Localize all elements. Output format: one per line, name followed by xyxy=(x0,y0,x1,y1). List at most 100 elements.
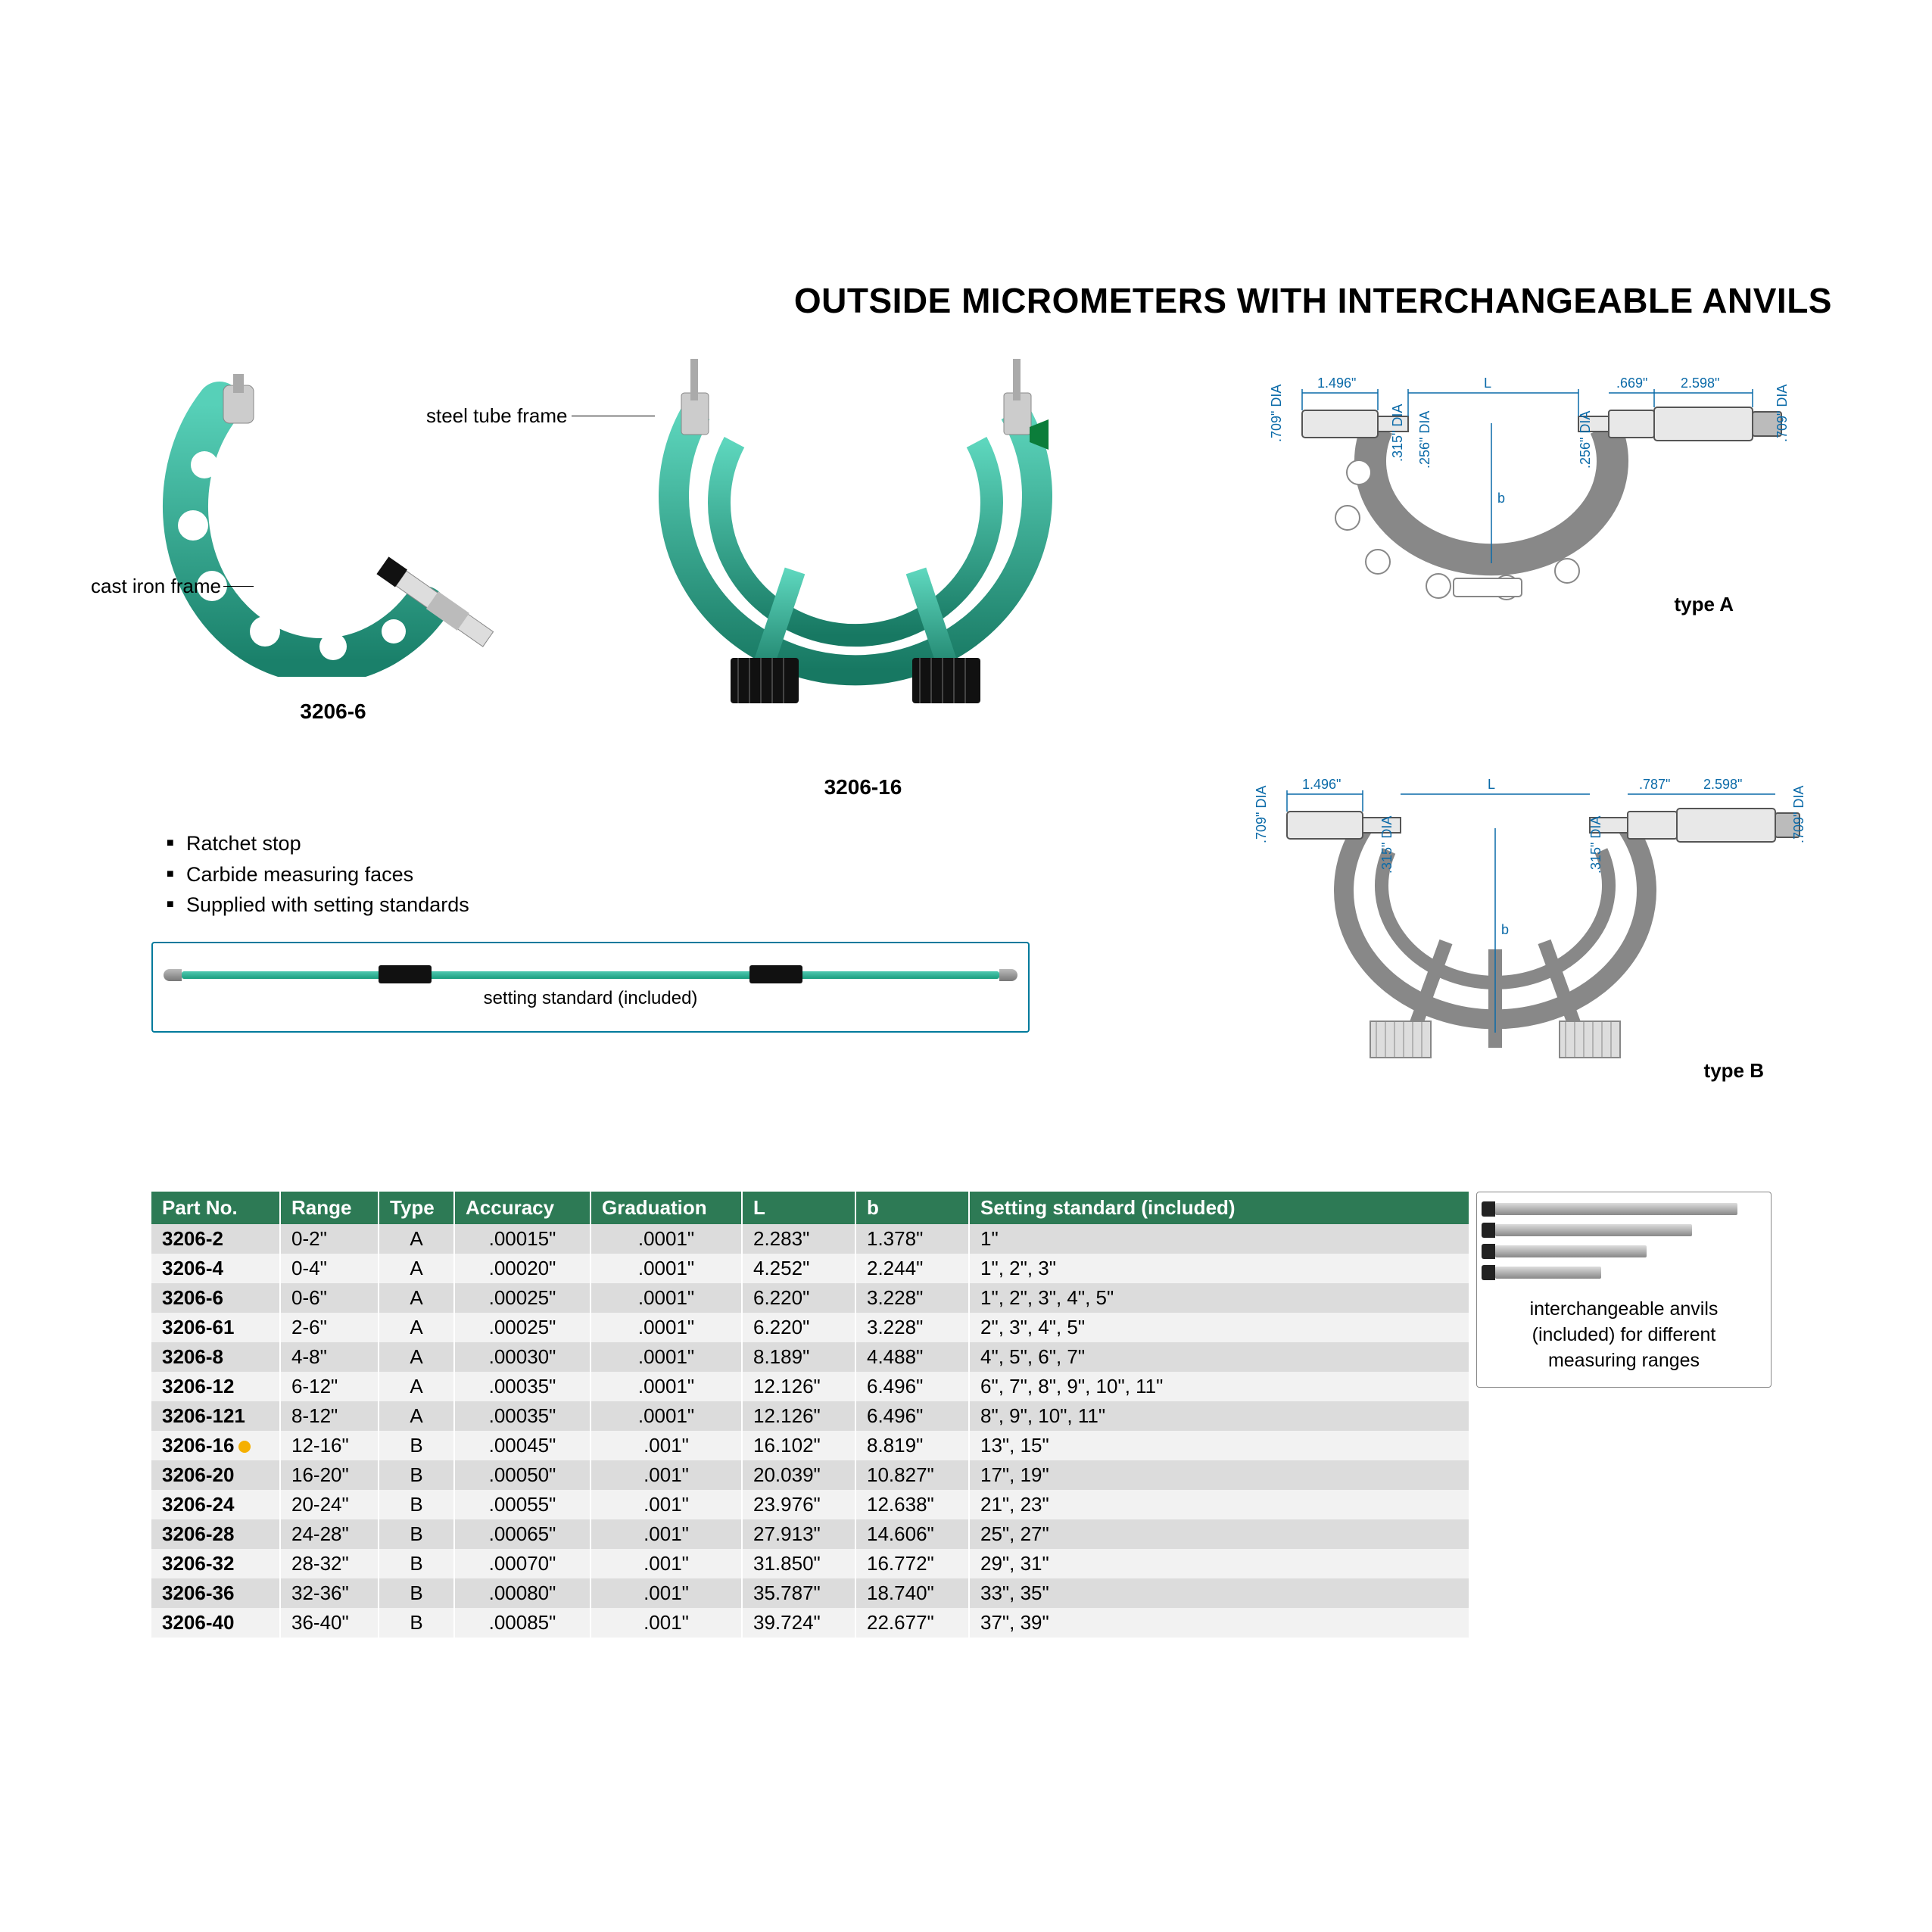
table-cell: 14.606" xyxy=(855,1519,969,1549)
table-row: 3206-2016-20"B.00050".001"20.039"10.827"… xyxy=(151,1460,1469,1490)
table-cell: 16.102" xyxy=(742,1431,855,1460)
table-cell: 24-28" xyxy=(280,1519,379,1549)
table-cell: 2.244" xyxy=(855,1254,969,1283)
table-cell: 13", 15" xyxy=(969,1431,1469,1460)
table-header: b xyxy=(855,1192,969,1224)
table-cell: .00055" xyxy=(454,1490,591,1519)
anvil-rod xyxy=(1495,1203,1737,1215)
table-cell: 1" xyxy=(969,1224,1469,1254)
table-cell: 10.827" xyxy=(855,1460,969,1490)
table-cell: 12.126" xyxy=(742,1401,855,1431)
svg-text:2.598": 2.598" xyxy=(1703,777,1742,792)
table-cell: A xyxy=(379,1254,454,1283)
table-header: Graduation xyxy=(591,1192,742,1224)
table-cell: 6-12" xyxy=(280,1372,379,1401)
table-row: 3206-60-6"A.00025".0001"6.220"3.228"1", … xyxy=(151,1283,1469,1313)
svg-text:.669": .669" xyxy=(1616,375,1647,391)
table-cell: .0001" xyxy=(591,1342,742,1372)
anvils-caption: interchangeable anvils (included) for di… xyxy=(1488,1297,1760,1373)
table-header: Accuracy xyxy=(454,1192,591,1224)
table-cell: B xyxy=(379,1608,454,1638)
table-cell: .0001" xyxy=(591,1254,742,1283)
svg-text:b: b xyxy=(1501,922,1509,937)
table-cell: 17", 19" xyxy=(969,1460,1469,1490)
table-cell: 25", 27" xyxy=(969,1519,1469,1549)
table-cell: 35.787" xyxy=(742,1578,855,1608)
table-cell: 23.976" xyxy=(742,1490,855,1519)
table-cell: A xyxy=(379,1342,454,1372)
table-cell: 3.228" xyxy=(855,1313,969,1342)
anvil-rod xyxy=(1495,1224,1692,1236)
diagram-type-b: 1.496" L .787" 2.598" .709" DIA .315" DI… xyxy=(1219,760,1809,1078)
feature-item: Carbide measuring faces xyxy=(167,859,469,890)
label-type-b: type B xyxy=(1704,1059,1764,1083)
product-illustration-3206-16 xyxy=(583,351,1128,745)
table-cell: 1", 2", 3" xyxy=(969,1254,1469,1283)
svg-text:.315" DIA: .315" DIA xyxy=(1588,816,1603,874)
table-cell: .0001" xyxy=(591,1313,742,1342)
table-cell: 6.496" xyxy=(855,1401,969,1431)
table-cell: .00015" xyxy=(454,1224,591,1254)
table-cell: 12.126" xyxy=(742,1372,855,1401)
table-row: 3206-84-8"A.00030".0001"8.189"4.488"4", … xyxy=(151,1342,1469,1372)
table-cell: 3206-121 xyxy=(151,1401,280,1431)
table-cell: 3206-61 xyxy=(151,1313,280,1342)
setting-standard-bar xyxy=(182,971,999,979)
table-cell: .001" xyxy=(591,1578,742,1608)
table-row: 3206-20-2"A.00015".0001"2.283"1.378"1" xyxy=(151,1224,1469,1254)
table-header: Part No. xyxy=(151,1192,280,1224)
table-cell: 3206-6 xyxy=(151,1283,280,1313)
table-cell: .00080" xyxy=(454,1578,591,1608)
svg-text:.709" DIA: .709" DIA xyxy=(1791,786,1806,843)
table-cell: 20.039" xyxy=(742,1460,855,1490)
table-cell: 3206-4 xyxy=(151,1254,280,1283)
svg-text:.315" DIA: .315" DIA xyxy=(1379,816,1394,874)
setting-standard-box: setting standard (included) xyxy=(151,942,1030,1033)
table-cell: .0001" xyxy=(591,1401,742,1431)
table-cell: 16-20" xyxy=(280,1460,379,1490)
table-cell: .001" xyxy=(591,1460,742,1490)
table-cell: 22.677" xyxy=(855,1608,969,1638)
table-cell: .0001" xyxy=(591,1224,742,1254)
table-cell: 0-2" xyxy=(280,1224,379,1254)
table-cell: 31.850" xyxy=(742,1549,855,1578)
svg-text:.709" DIA: .709" DIA xyxy=(1254,786,1269,843)
feature-item: Ratchet stop xyxy=(167,828,469,859)
table-cell: B xyxy=(379,1578,454,1608)
table-header: Range xyxy=(280,1192,379,1224)
table-row: 3206-612-6"A.00025".0001"6.220"3.228"2",… xyxy=(151,1313,1469,1342)
table-cell: 6.496" xyxy=(855,1372,969,1401)
label-3206-6: 3206-6 xyxy=(235,700,432,724)
table-cell: 0-4" xyxy=(280,1254,379,1283)
label-3206-16: 3206-16 xyxy=(787,775,939,799)
table-cell: 8", 9", 10", 11" xyxy=(969,1401,1469,1431)
table-row: 3206-3632-36"B.00080".001"35.787"18.740"… xyxy=(151,1578,1469,1608)
table-cell: 1", 2", 3", 4", 5" xyxy=(969,1283,1469,1313)
table-cell: 12-16" xyxy=(280,1431,379,1460)
svg-text:1.496": 1.496" xyxy=(1317,375,1356,391)
svg-text:.709" DIA: .709" DIA xyxy=(1269,385,1284,442)
label-type-a: type A xyxy=(1675,593,1734,616)
table-row: 3206-3228-32"B.00070".001"31.850"16.772"… xyxy=(151,1549,1469,1578)
table-cell: 2", 3", 4", 5" xyxy=(969,1313,1469,1342)
table-cell: A xyxy=(379,1283,454,1313)
table-header: Type xyxy=(379,1192,454,1224)
table-cell: 4-8" xyxy=(280,1342,379,1372)
table-cell: 2-6" xyxy=(280,1313,379,1342)
svg-text:.256" DIA: .256" DIA xyxy=(1417,411,1432,469)
table-cell: .00025" xyxy=(454,1313,591,1342)
table-row: 3206-2420-24"B.00055".001"23.976"12.638"… xyxy=(151,1490,1469,1519)
table-cell: 6.220" xyxy=(742,1283,855,1313)
table-cell: 3.228" xyxy=(855,1283,969,1313)
spec-table: Part No.RangeTypeAccuracyGraduationLbSet… xyxy=(151,1192,1469,1638)
table-cell: A xyxy=(379,1401,454,1431)
svg-text:.315" DIA: .315" DIA xyxy=(1390,404,1405,462)
table-cell: .00050" xyxy=(454,1460,591,1490)
table-cell: A xyxy=(379,1313,454,1342)
table-row: 3206-126-12"A.00035".0001"12.126"6.496"6… xyxy=(151,1372,1469,1401)
svg-text:2.598": 2.598" xyxy=(1681,375,1719,391)
table-header: L xyxy=(742,1192,855,1224)
svg-text:.709" DIA: .709" DIA xyxy=(1775,385,1790,442)
feature-list: Ratchet stop Carbide measuring faces Sup… xyxy=(167,828,469,921)
table-cell: .0001" xyxy=(591,1372,742,1401)
